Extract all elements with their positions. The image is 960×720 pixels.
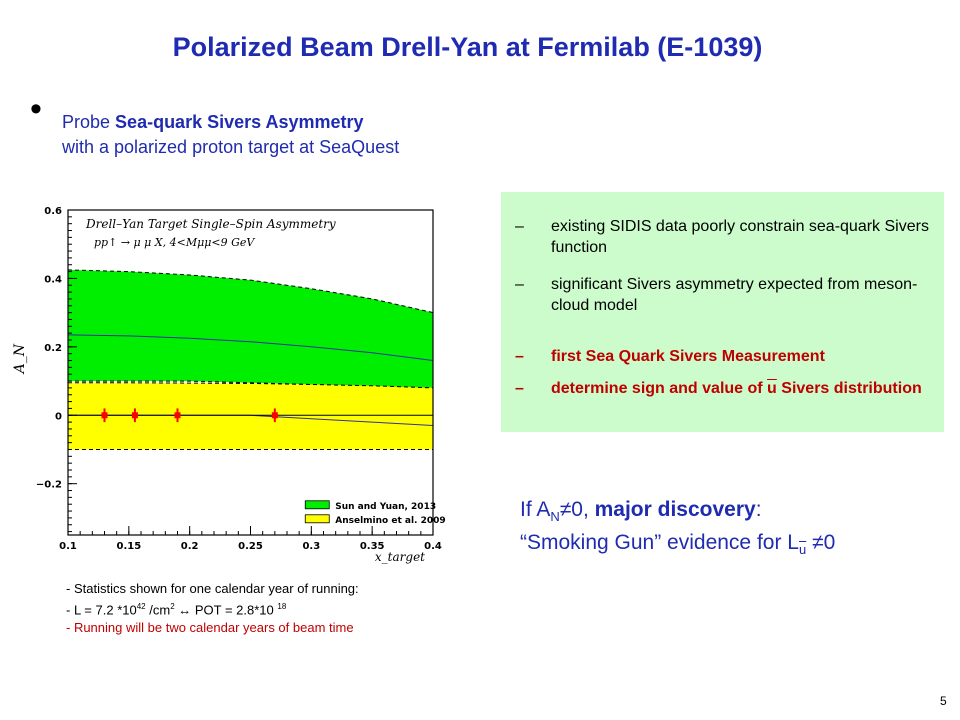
stats-line1: - Statistics shown for one calendar year… xyxy=(66,581,359,596)
band-2 xyxy=(68,382,433,450)
band-2-upper-line xyxy=(68,382,434,389)
chart-title: Drell–Yan Target Single–Spin Asymmetry xyxy=(85,217,336,231)
data-point xyxy=(131,412,138,419)
x-axis-label: x_target xyxy=(375,550,425,564)
x-tick-label: 0.35 xyxy=(360,541,385,552)
asymmetry-chart: 0.1 0.15 0.2 0.25 0.3 0.35 0.4 −0.2 0 0.2 0.4 0.6 x_… xyxy=(12,206,446,564)
stats-line2: - L = 7.2 *1042 /cm2 ↔ POT = 2.8*10 18 xyxy=(66,602,287,618)
y-tick-label: 0 xyxy=(55,411,62,422)
dash-icon: – xyxy=(515,348,524,365)
page-number: 5 xyxy=(940,694,947,708)
bullet-bold: Sea-quark Sivers Asymmetry xyxy=(115,112,364,132)
box-item-text: first Sea Quark Sivers Measurement xyxy=(551,348,825,365)
dash-icon: – xyxy=(515,276,524,293)
x-tick-label: 0.3 xyxy=(302,541,320,552)
box-item-text: significant Sivers asymmetry expected fr… xyxy=(551,276,918,314)
stats-line3: - Running will be two calendar years of … xyxy=(66,620,354,636)
dash-icon: – xyxy=(515,380,524,397)
y-tick-label: 0.6 xyxy=(44,206,62,217)
legend-swatch xyxy=(304,500,330,510)
box-item-text: existing SIDIS data poorly constrain sea… xyxy=(551,218,929,256)
band-1 xyxy=(68,269,433,388)
bullet-text: Probe Sea-quark Sivers Asymmetry with a … xyxy=(62,110,399,160)
x-tick-label: 0.25 xyxy=(238,541,263,552)
data-point xyxy=(101,412,108,419)
discovery-line2: “Smoking Gun” evidence for Lu ≠0 xyxy=(520,531,836,558)
ubar-subscript: u xyxy=(798,542,807,558)
x-tick-label: 0.4 xyxy=(424,541,442,552)
ubar-symbol: u xyxy=(767,380,777,397)
info-box: – existing SIDIS data poorly constrain s… xyxy=(501,192,944,432)
y-axis-label: A_N xyxy=(12,343,28,375)
legend-label: Sun and Yuan, 2013 xyxy=(335,502,436,512)
x-tick-label: 0.15 xyxy=(116,541,141,552)
legend-label: Anselmino et al. 2009 xyxy=(335,516,445,526)
data-point xyxy=(174,412,181,419)
x-tick-label: 0.1 xyxy=(59,541,77,552)
data-point xyxy=(271,412,278,419)
bullet-line2: with a polarized proton target at SeaQue… xyxy=(62,137,400,157)
legend-swatch xyxy=(304,514,330,524)
dash-icon: – xyxy=(515,218,524,235)
chart-subtitle: pp↑ → μ μ X, 4<Mμμ<9 GeV xyxy=(94,236,255,249)
slide-title: Polarized Beam Drell-Yan at Fermilab (E-… xyxy=(172,32,763,62)
discovery-line1: If AN≠0, major discovery: xyxy=(520,498,762,525)
bullet-dot-icon: • xyxy=(30,90,42,128)
y-tick-label: −0.2 xyxy=(36,480,62,491)
bullet-prefix: Probe xyxy=(62,112,116,132)
band-1-central-line xyxy=(67,334,434,361)
y-tick-label: 0.2 xyxy=(44,343,62,354)
discovery-text: If AN≠0, major discovery: “Smoking Gun” … xyxy=(520,497,835,563)
x-tick-label: 0.2 xyxy=(181,541,199,552)
statistics-notes: - Statistics shown for one calendar year… xyxy=(66,580,359,637)
band-1-upper-line xyxy=(67,269,434,314)
y-tick-label: 0.4 xyxy=(44,274,62,285)
box-item-text: determine sign and value of u Sivers dis… xyxy=(551,380,922,397)
